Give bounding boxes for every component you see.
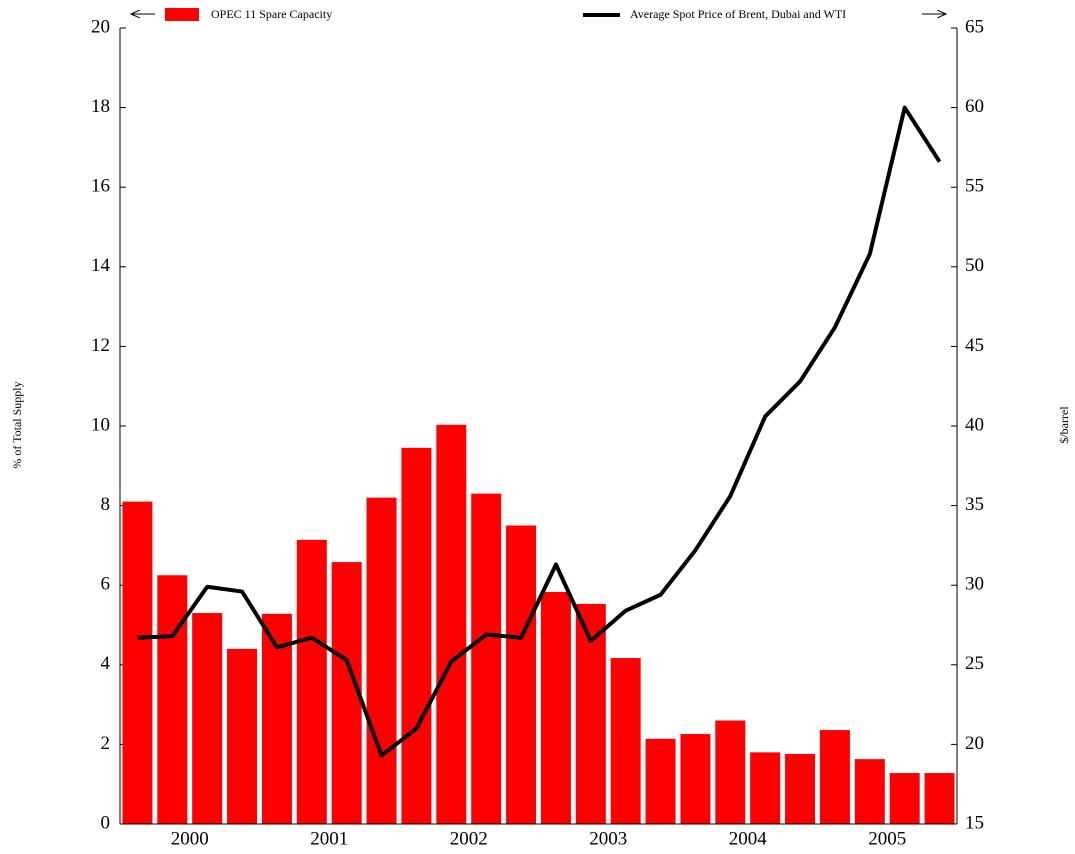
bar [819,730,850,824]
y2-tick-label: 35 [965,494,984,515]
bar [854,759,885,824]
x-tick-label: 2002 [450,828,488,849]
y2-tick-label: 30 [965,574,984,595]
bar [785,753,816,824]
bar [506,525,537,824]
bar [227,648,258,824]
bar [645,738,676,824]
y2-tick-label: 25 [965,653,984,674]
bar [471,493,502,824]
bar [924,773,955,824]
bar [680,734,711,824]
y-tick-label: 6 [101,574,111,595]
bar [366,497,397,824]
x-tick-label: 2000 [171,828,209,849]
y2-tick-label: 45 [965,335,984,356]
y2-tick-label: 55 [965,176,984,197]
y-tick-label: 2 [101,733,111,754]
bar [889,773,920,824]
y-tick-label: 20 [91,16,110,37]
legend-swatch [165,8,199,21]
bar [157,575,188,824]
y-tick-label: 4 [101,653,111,674]
y-tick-label: 14 [91,255,111,276]
y2-tick-label: 65 [965,16,984,37]
bar [610,658,641,824]
bar [192,613,223,824]
y-tick-label: 18 [91,96,110,117]
x-tick-label: 2001 [310,828,348,849]
y2-tick-label: 20 [965,733,984,754]
bar [122,501,153,824]
y-axis-title: % of Total Supply [10,381,24,468]
line [137,105,942,758]
y2-tick-label: 15 [965,812,984,833]
legend-label: Average Spot Price of Brent, Dubai and W… [630,7,846,21]
bar [540,591,571,824]
x-tick-label: 2004 [729,828,768,849]
x-tick-label: 2003 [589,828,627,849]
legend-label: OPEC 11 Spare Capacity [211,7,332,21]
x-tick-label: 2005 [868,828,906,849]
y2-tick-label: 60 [965,96,984,117]
y2-tick-label: 40 [965,414,984,435]
bar [715,720,746,824]
y-tick-label: 10 [91,414,110,435]
y-tick-label: 16 [91,176,110,197]
y2-axis-title: $/barrel [1057,406,1071,444]
y-tick-label: 8 [101,494,111,515]
y-tick-label: 12 [91,335,110,356]
bar [436,424,467,824]
y-tick-label: 0 [101,812,111,833]
bar [296,539,327,824]
bar [750,752,781,824]
y2-tick-label: 50 [965,255,984,276]
bar [401,447,432,824]
